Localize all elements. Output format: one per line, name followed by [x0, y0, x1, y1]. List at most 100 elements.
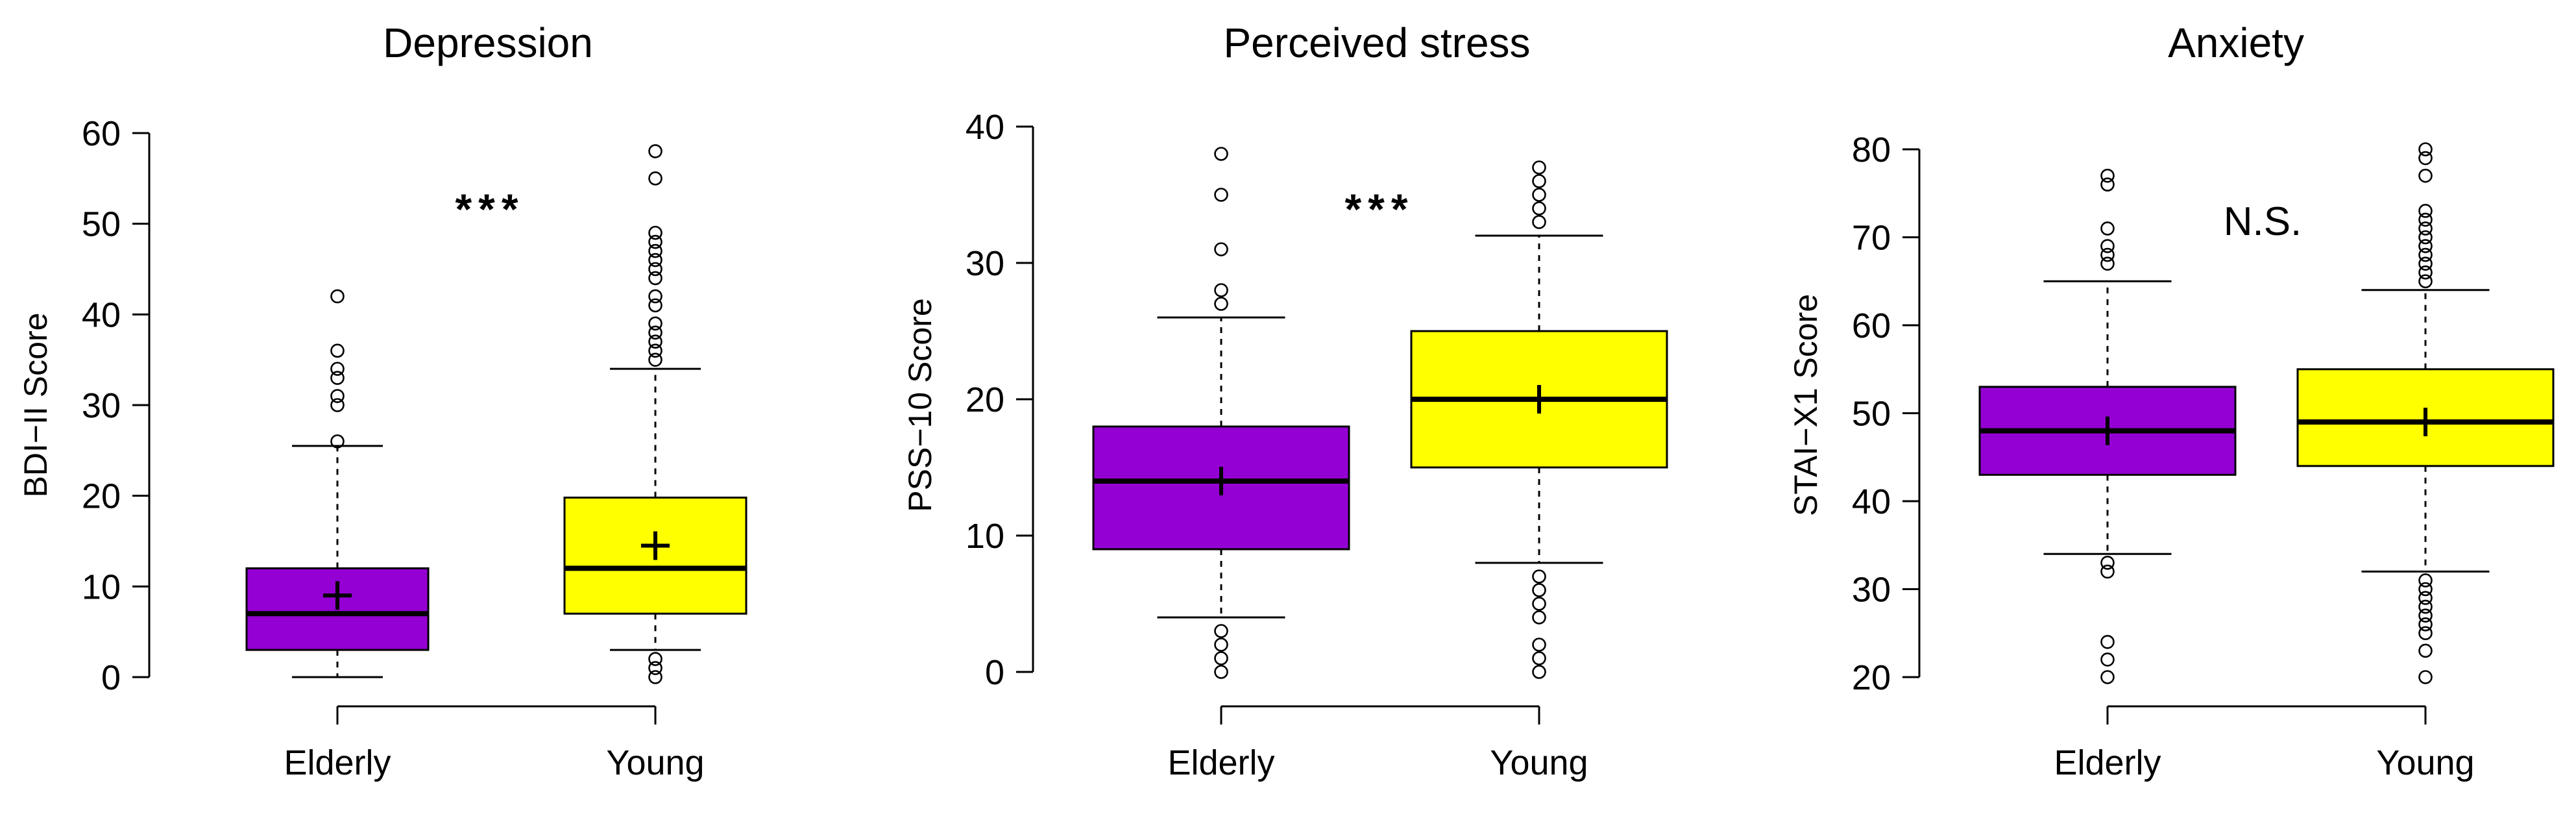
y-tick-label: 50 — [1852, 395, 1891, 434]
outlier-point — [2418, 617, 2433, 632]
x-tick-label: Elderly — [284, 743, 391, 782]
outlier-point — [648, 262, 662, 277]
outlier-point — [648, 144, 662, 158]
outlier-point — [648, 325, 662, 340]
outlier-point — [2418, 626, 2433, 641]
outlier-point — [2418, 221, 2433, 236]
outlier-point — [648, 171, 662, 186]
x-tick-label: Young — [2376, 743, 2474, 782]
y-axis-label: STAI−X1 Score — [1788, 294, 1824, 516]
outlier-point — [648, 334, 662, 349]
significance-label: *** — [1344, 185, 1414, 233]
outlier-point — [2418, 274, 2433, 289]
outlier-point — [1214, 242, 1228, 256]
outlier-point — [648, 652, 662, 666]
y-tick-label: 70 — [1852, 219, 1891, 258]
outlier-point — [1532, 597, 1546, 611]
y-tick-label: 60 — [82, 114, 121, 153]
x-tick-label: Elderly — [2054, 743, 2161, 782]
outlier-point — [330, 289, 345, 304]
outlier-point — [2418, 142, 2433, 156]
x-tick-label: Young — [1490, 743, 1588, 782]
outlier-point — [648, 670, 662, 684]
chart-title: Perceived stress — [1223, 19, 1530, 66]
y-tick-label: 40 — [82, 295, 121, 334]
x-tick-label: Young — [606, 743, 704, 782]
outlier-point — [648, 243, 662, 258]
outlier-point — [1532, 160, 1546, 175]
panel-3: Anxiety 20 30 40 50 60 70 80 STAI−X1 Score Elderl… — [1788, 19, 2555, 782]
outlier-point — [2418, 608, 2433, 623]
y-tick-label: 30 — [82, 386, 121, 425]
outlier-point — [1214, 638, 1228, 652]
outlier-point — [2418, 582, 2433, 597]
x-tick-label: Elderly — [1167, 743, 1274, 782]
outlier-point — [2418, 256, 2433, 271]
outlier-point — [648, 289, 662, 304]
outlier-point — [648, 343, 662, 358]
outlier-point — [1214, 651, 1228, 665]
outlier-point — [330, 398, 345, 412]
significance-label: N.S. — [2224, 199, 2302, 244]
chart-title: Anxiety — [2168, 19, 2304, 66]
outlier-point — [2100, 177, 2115, 192]
box-group-young — [2296, 142, 2555, 684]
y-tick-label: 40 — [1852, 482, 1891, 521]
outlier-point — [2100, 247, 2115, 262]
outlier-point — [2100, 221, 2115, 236]
outlier-point — [648, 316, 662, 331]
outlier-point — [1532, 201, 1546, 216]
y-tick-label: 0 — [101, 658, 121, 697]
outlier-point — [1532, 638, 1546, 652]
y-tick-label: 20 — [1852, 658, 1891, 697]
outlier-point — [2418, 230, 2433, 245]
box-group-elderly — [245, 289, 430, 678]
y-tick-label: 40 — [966, 108, 1004, 147]
outlier-point — [330, 434, 345, 449]
y-tick-label: 10 — [82, 567, 121, 606]
outlier-point — [2418, 599, 2433, 614]
panel-2: Perceived stress 0 10 20 30 40 PSS−10 Score Eld… — [902, 19, 1668, 782]
outlier-point — [2418, 591, 2433, 605]
box-group-young — [1410, 160, 1668, 679]
outlier-point — [2100, 670, 2115, 684]
outlier-point — [2418, 573, 2433, 588]
outlier-point — [1214, 283, 1228, 297]
outlier-point — [2418, 168, 2433, 183]
outlier-point — [2100, 239, 2115, 253]
outlier-point — [1214, 147, 1228, 161]
outlier-point — [330, 371, 345, 385]
outlier-point — [648, 661, 662, 675]
outlier-point — [2100, 256, 2115, 271]
outlier-point — [1532, 215, 1546, 229]
y-tick-label: 10 — [966, 517, 1004, 556]
y-axis-label: BDI−II Score — [18, 313, 54, 498]
outlier-point — [1532, 569, 1546, 584]
outlier-point — [2100, 652, 2115, 667]
outlier-point — [2100, 168, 2115, 183]
y-tick-label: 80 — [1852, 130, 1891, 169]
y-axis-label: PSS−10 Score — [902, 298, 938, 512]
outlier-point — [1532, 174, 1546, 188]
y-tick-label: 20 — [966, 380, 1004, 419]
outlier-point — [648, 353, 662, 367]
outlier-point — [2100, 634, 2115, 649]
outlier-point — [2418, 247, 2433, 262]
box-group-elderly — [1978, 168, 2237, 684]
outlier-point — [330, 343, 345, 358]
outlier-point — [2418, 204, 2433, 218]
significance-label: *** — [455, 185, 524, 233]
y-tick-label: 60 — [1852, 306, 1891, 345]
box-group-young — [563, 144, 747, 684]
outlier-point — [330, 389, 345, 403]
y-tick-label: 30 — [1852, 571, 1891, 610]
outlier-point — [1532, 188, 1546, 202]
outlier-point — [648, 225, 662, 240]
outlier-point — [2418, 151, 2433, 166]
y-tick-label: 20 — [82, 477, 121, 516]
outlier-point — [1532, 583, 1546, 597]
outlier-point — [2100, 564, 2115, 579]
outlier-point — [1532, 651, 1546, 665]
